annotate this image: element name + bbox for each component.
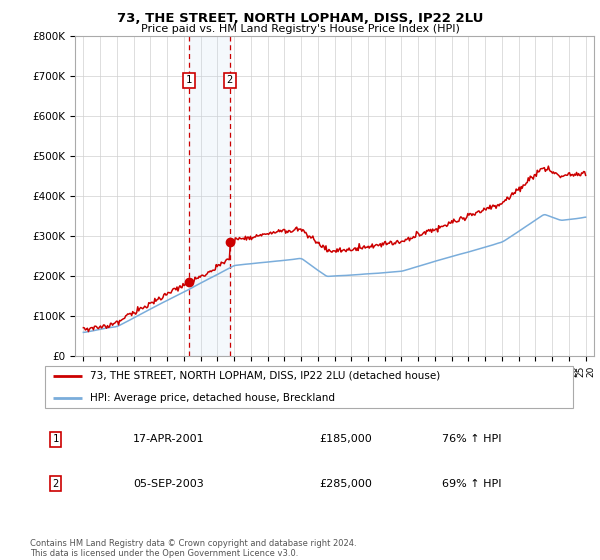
Text: £285,000: £285,000 [320, 479, 373, 489]
Text: Contains HM Land Registry data © Crown copyright and database right 2024.
This d: Contains HM Land Registry data © Crown c… [30, 539, 356, 558]
Text: £185,000: £185,000 [320, 435, 373, 445]
Text: Price paid vs. HM Land Registry's House Price Index (HPI): Price paid vs. HM Land Registry's House … [140, 24, 460, 34]
Text: HPI: Average price, detached house, Breckland: HPI: Average price, detached house, Brec… [90, 393, 335, 403]
Text: 2: 2 [52, 479, 58, 489]
Text: 2: 2 [227, 75, 233, 85]
Text: 69% ↑ HPI: 69% ↑ HPI [443, 479, 502, 489]
Text: 73, THE STREET, NORTH LOPHAM, DISS, IP22 2LU (detached house): 73, THE STREET, NORTH LOPHAM, DISS, IP22… [90, 371, 440, 381]
Text: 1: 1 [52, 435, 58, 445]
Text: 73, THE STREET, NORTH LOPHAM, DISS, IP22 2LU: 73, THE STREET, NORTH LOPHAM, DISS, IP22… [117, 12, 483, 25]
FancyBboxPatch shape [44, 366, 574, 408]
Bar [189, 36, 230, 356]
Text: 76% ↑ HPI: 76% ↑ HPI [443, 435, 502, 445]
Text: 05-SEP-2003: 05-SEP-2003 [133, 479, 203, 489]
Text: 1: 1 [186, 75, 192, 85]
Text: 17-APR-2001: 17-APR-2001 [133, 435, 205, 445]
